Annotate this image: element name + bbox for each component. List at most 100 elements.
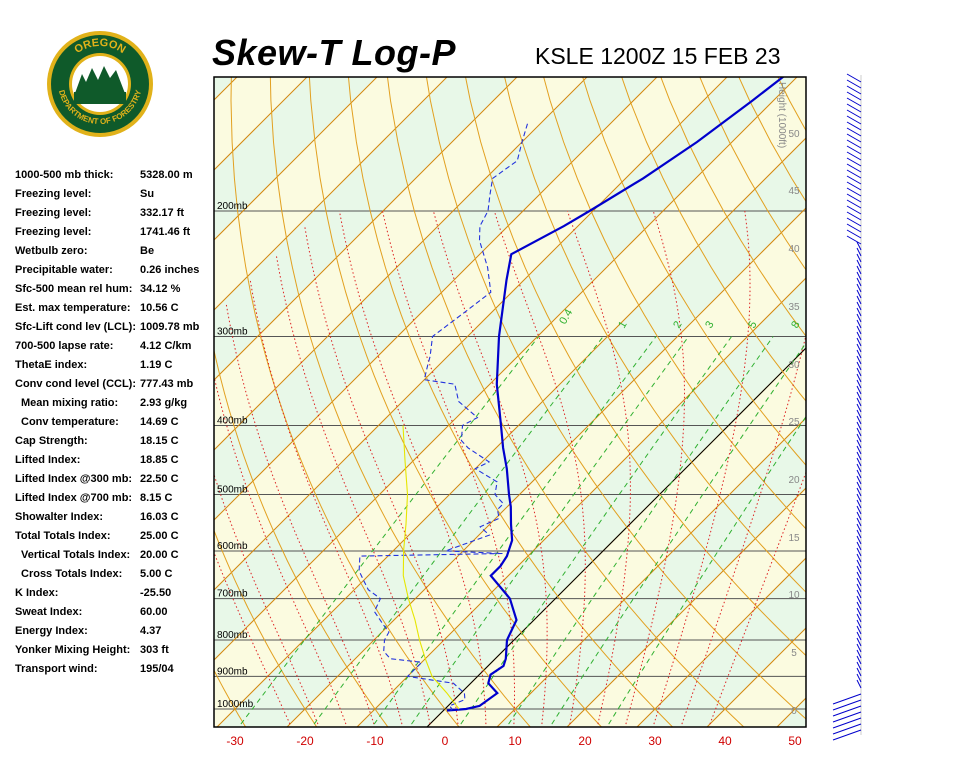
wind-barb [856, 559, 862, 569]
dry-adiabat [881, 53, 960, 727]
mixing-ratio-label: 8 [789, 319, 802, 330]
wind-barb [856, 529, 862, 539]
temperature-band [0, 53, 191, 727]
index-label: Sfc-Lift cond lev (LCL): [15, 321, 136, 333]
wind-barb [856, 367, 862, 377]
oregon-department-of-forestry-logo: OREGON DEPARTMENT OF FORESTRY [47, 31, 153, 137]
wind-barb [846, 229, 862, 239]
wind-barb [856, 445, 862, 455]
index-value: 18.85 C [140, 454, 179, 466]
index-value: 4.12 C/km [140, 340, 192, 352]
pressure-label: 500mb [217, 485, 248, 496]
pressure-label: 600mb [217, 541, 248, 552]
wind-barb [856, 415, 862, 425]
index-label: Transport wind: [15, 663, 98, 675]
moist-adiabat [275, 254, 431, 725]
dry-adiabat [465, 77, 806, 657]
temperature-tick-label: 30 [648, 734, 662, 748]
height-tick-label: 5 [791, 648, 797, 659]
index-value: 22.50 C [140, 473, 179, 485]
isotherm-line [214, 77, 378, 241]
wind-barb [846, 151, 862, 161]
index-label: Cap Strength: [15, 435, 88, 447]
wind-barb [856, 613, 862, 623]
temperature-tick-label: -30 [226, 734, 244, 748]
moist-adiabat [304, 226, 459, 725]
wind-barb [856, 259, 862, 269]
height-axis-label: Height (1000ft) [776, 82, 787, 148]
index-value: 25.00 C [140, 530, 179, 542]
mixing-ratio-line [411, 336, 690, 725]
wind-barb [856, 307, 862, 317]
index-label: Precipitable water: [15, 264, 113, 276]
mixing-ratio-line [373, 336, 657, 725]
wind-barb [856, 385, 862, 395]
index-row: Est. max temperature: 10.56 C [15, 303, 215, 322]
index-value: 777.43 mb [140, 378, 194, 390]
wind-barb [856, 589, 862, 599]
wind-barb [856, 343, 862, 353]
index-row: Cross Totals Index: 5.00 C [15, 569, 215, 588]
wind-barb [846, 121, 862, 131]
wind-barb [856, 283, 862, 293]
wind-barb [856, 331, 862, 341]
dry-adiabat [214, 529, 318, 727]
wind-barb [846, 235, 862, 245]
index-value: 5.00 C [140, 568, 173, 580]
wind-barb [856, 463, 862, 473]
wind-barb [856, 667, 862, 677]
index-row: Transport wind: 195/04 [15, 664, 215, 683]
isotherm-line [214, 77, 448, 311]
wind-barb [846, 115, 862, 125]
wind-barb [856, 601, 862, 611]
temperature-trace [446, 77, 785, 712]
wind-barb [856, 583, 862, 593]
wind-barb [846, 103, 862, 113]
wind-barb [856, 247, 862, 257]
wind-barb [856, 535, 862, 545]
wind-barb [856, 625, 862, 635]
wind-barb [846, 211, 862, 221]
isotherm-line [566, 487, 806, 727]
mixing-ratio-line [313, 336, 604, 725]
pressure-label: 400mb [217, 415, 248, 426]
wind-barb [856, 361, 862, 371]
station-time-label: KSLE 1200Z 15 FEB 23 [535, 43, 781, 69]
wind-barb [846, 139, 862, 149]
index-row: Conv cond level (CCL): 777.43 mb [15, 379, 215, 398]
wind-barb [846, 175, 862, 185]
wind-barb [856, 271, 862, 281]
index-label: Freezing level: [15, 226, 92, 238]
wind-barb [856, 409, 862, 419]
temperature-tick-label: -20 [296, 734, 314, 748]
mixing-ratio-line [240, 336, 540, 725]
wind-barb [856, 337, 862, 347]
temperature-tick-label: 50 [788, 734, 802, 748]
mixing-ratio-line [460, 336, 733, 725]
wind-barb [832, 705, 862, 717]
index-label: 700-500 lapse rate: [15, 340, 114, 352]
stability-indices-panel: 1000-500 mb thick: 5328.00 m Freezing leve… [15, 170, 215, 683]
index-label: 1000-500 mb thick: [15, 169, 114, 181]
index-label: Freezing level: [15, 207, 92, 219]
height-tick-label: 30 [788, 360, 800, 371]
moist-adiabat [625, 210, 686, 725]
index-row: Sfc-500 mean rel hum: 34.12 % [15, 284, 215, 303]
index-label: Wetbulb zero: [15, 245, 88, 257]
wind-barb [856, 421, 862, 431]
wind-barb [846, 127, 862, 137]
wind-barb [856, 295, 862, 305]
wind-barb [856, 487, 862, 497]
wind-barb [846, 187, 862, 197]
height-tick-label: 25 [788, 417, 800, 428]
wind-barb [856, 475, 862, 485]
wind-barb [832, 699, 862, 711]
index-row: Lifted Index @300 mb: 22.50 C [15, 474, 215, 493]
mixing-ratio-label: 2 [671, 319, 684, 330]
index-row: Cap Strength: 18.15 C [15, 436, 215, 455]
index-value: 18.15 C [140, 435, 179, 447]
index-label: K Index: [15, 587, 59, 599]
wind-barb [856, 397, 862, 407]
index-label: Lifted Index @700 mb: [15, 492, 133, 504]
